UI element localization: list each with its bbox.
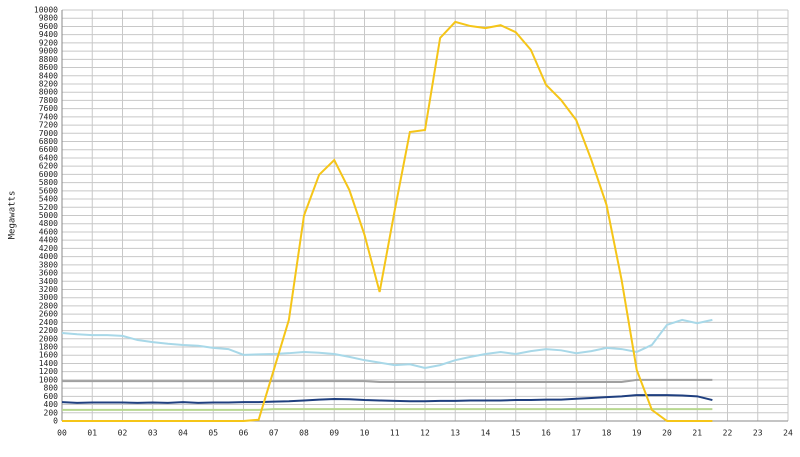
x-tick-label: 02 xyxy=(118,429,128,438)
y-tick-label: 6800 xyxy=(39,137,58,146)
y-tick-label: 6000 xyxy=(39,170,58,179)
y-tick-label: 7200 xyxy=(39,121,58,130)
y-tick-label: 4800 xyxy=(39,219,58,228)
x-tick-label: 09 xyxy=(329,429,339,438)
y-tick-label: 5800 xyxy=(39,178,58,187)
y-tick-label: 3400 xyxy=(39,277,58,286)
y-tick-label: 8000 xyxy=(39,88,58,97)
y-tick-label: 6400 xyxy=(39,153,58,162)
y-tick-label: 3200 xyxy=(39,285,58,294)
y-tick-label: 8400 xyxy=(39,71,58,80)
y-tick-label: 5600 xyxy=(39,186,58,195)
y-tick-label: 5000 xyxy=(39,211,58,220)
y-tick-label: 8800 xyxy=(39,55,58,64)
x-tick-label: 20 xyxy=(662,429,672,438)
series-line xyxy=(62,20,713,422)
y-tick-label: 9800 xyxy=(39,14,58,23)
x-tick-label: 08 xyxy=(299,429,309,438)
x-tick-label: 06 xyxy=(239,429,249,438)
x-tick-label: 24 xyxy=(783,429,793,438)
y-tick-label: 200 xyxy=(44,408,59,417)
y-tick-label: 7400 xyxy=(39,112,58,121)
x-tick-label: 18 xyxy=(602,429,612,438)
y-tick-label: 9000 xyxy=(39,47,58,56)
x-tick-label: 05 xyxy=(208,429,218,438)
y-tick-label: 9200 xyxy=(39,38,58,47)
y-tick-label: 2600 xyxy=(39,310,58,319)
y-tick-label: 6200 xyxy=(39,162,58,171)
x-tick-label: 23 xyxy=(753,429,763,438)
y-tick-label: 2400 xyxy=(39,318,58,327)
x-tick-label: 07 xyxy=(269,429,279,438)
x-tick-label: 15 xyxy=(511,429,521,438)
y-tick-label: 8200 xyxy=(39,79,58,88)
y-tick-label: 9400 xyxy=(39,30,58,39)
y-tick-label: 5200 xyxy=(39,203,58,212)
series-line xyxy=(62,378,713,383)
y-tick-label: 1600 xyxy=(39,351,58,360)
y-tick-label: 9600 xyxy=(39,22,58,31)
y-tick-label: 7600 xyxy=(39,104,58,113)
y-tick-label: 8600 xyxy=(39,63,58,72)
y-tick-label: 7800 xyxy=(39,96,58,105)
y-axis-label: Megawatts xyxy=(8,191,18,240)
y-tick-label: 6600 xyxy=(39,145,58,154)
x-tick-label: 10 xyxy=(360,429,370,438)
x-tick-label: 03 xyxy=(148,429,158,438)
x-tick-label: 12 xyxy=(420,429,430,438)
y-tick-label: 2200 xyxy=(39,326,58,335)
y-tick-label: 600 xyxy=(44,392,59,401)
x-tick-label: 17 xyxy=(571,429,581,438)
y-tick-label: 4600 xyxy=(39,227,58,236)
y-tick-label: 3800 xyxy=(39,260,58,269)
y-tick-label: 3600 xyxy=(39,269,58,278)
x-tick-label: 04 xyxy=(178,429,188,438)
y-tick-label: 7000 xyxy=(39,129,58,138)
x-tick-label: 11 xyxy=(390,429,400,438)
x-tick-label: 00 xyxy=(57,429,67,438)
y-tick-label: 1000 xyxy=(39,375,58,384)
x-tick-label: 01 xyxy=(87,429,97,438)
series-line xyxy=(61,318,713,370)
x-tick-label: 19 xyxy=(632,429,642,438)
x-tick-label: 22 xyxy=(723,429,733,438)
y-tick-label: 1400 xyxy=(39,359,58,368)
y-tick-label: 1800 xyxy=(39,343,58,352)
y-tick-label: 2000 xyxy=(39,334,58,343)
y-tick-label: 10000 xyxy=(34,6,58,15)
y-tick-label: 0 xyxy=(53,417,58,426)
y-tick-label: 4000 xyxy=(39,252,58,261)
x-tick-label: 14 xyxy=(481,429,491,438)
y-tick-label: 4200 xyxy=(39,244,58,253)
y-tick-label: 1200 xyxy=(39,367,58,376)
y-tick-label: 2800 xyxy=(39,301,58,310)
y-tick-label: 400 xyxy=(44,400,59,409)
y-tick-label: 5400 xyxy=(39,195,58,204)
x-tick-label: 16 xyxy=(541,429,551,438)
series-line xyxy=(61,394,713,404)
x-tick-label: 13 xyxy=(450,429,460,438)
series-line xyxy=(62,408,713,411)
y-tick-label: 3000 xyxy=(39,293,58,302)
y-tick-label: 4400 xyxy=(39,236,58,245)
x-tick-label: 21 xyxy=(692,429,702,438)
y-tick-label: 800 xyxy=(44,384,59,393)
